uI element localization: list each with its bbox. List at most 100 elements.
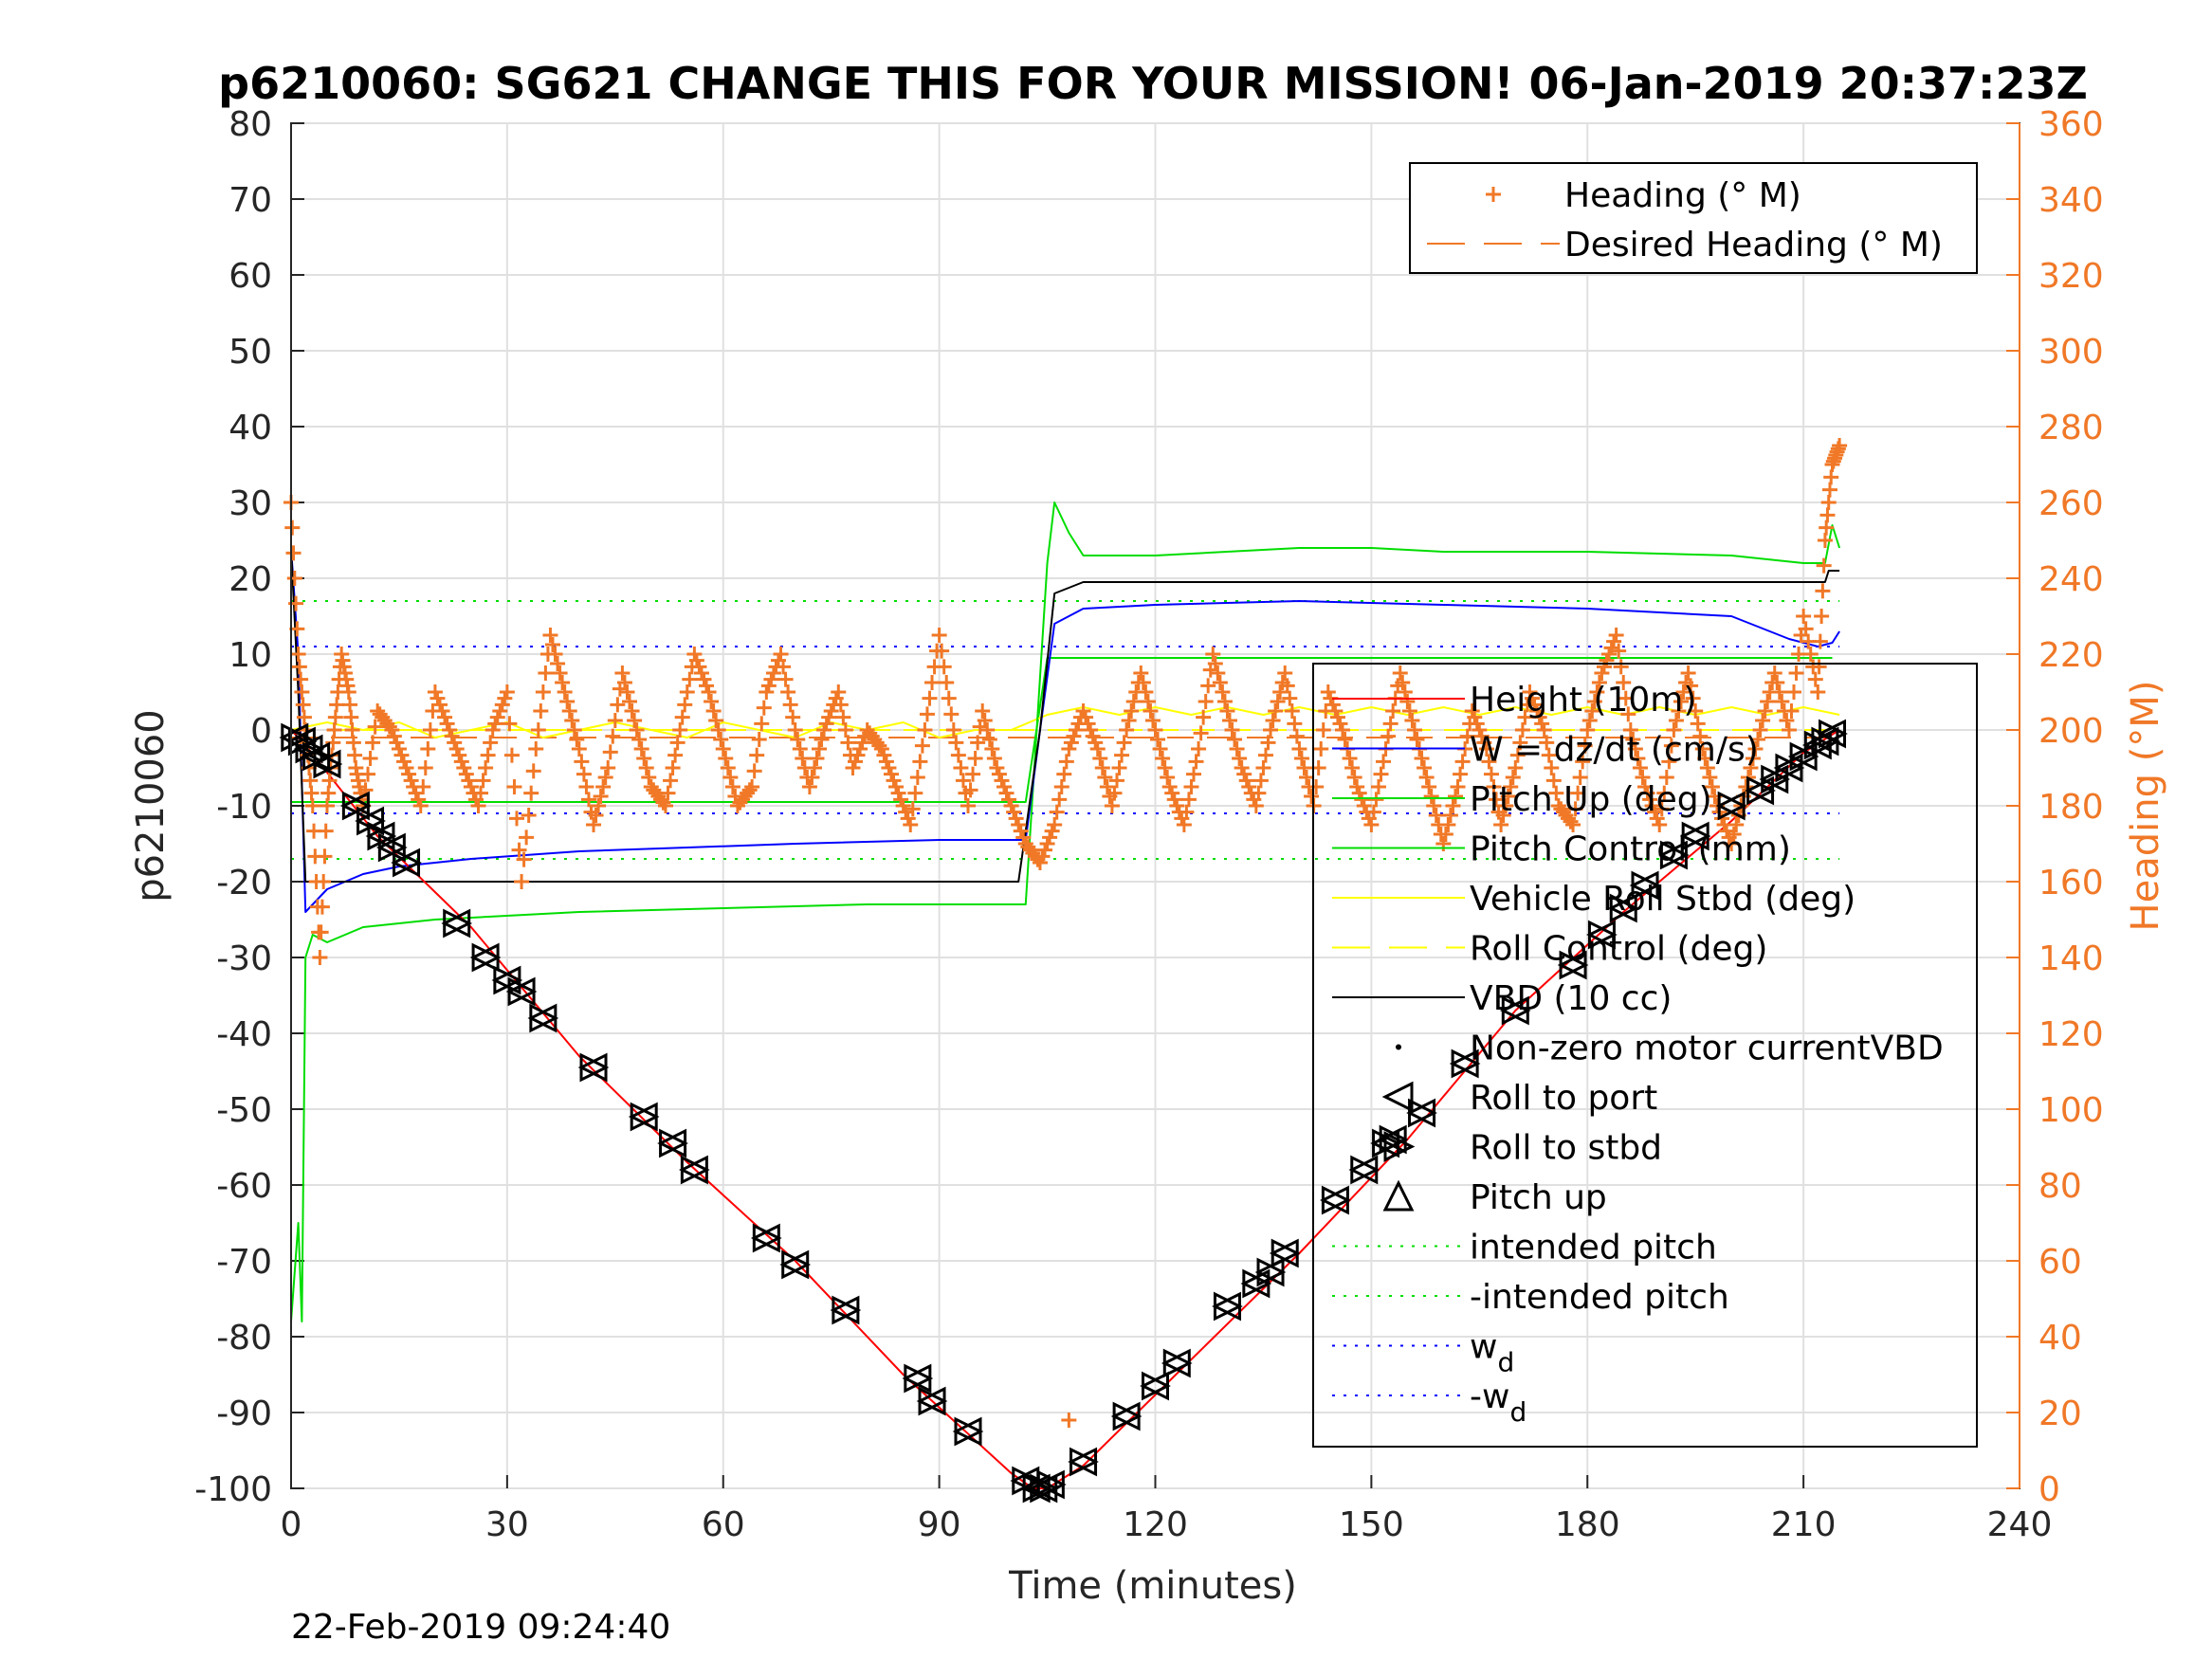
- legend-label: Heading (° M): [1564, 176, 1801, 215]
- heading-point: [1726, 827, 1742, 842]
- x-tick-label: 150: [1339, 1505, 1404, 1544]
- heading-point: [1409, 732, 1425, 747]
- y-tick-label: 60: [229, 257, 272, 296]
- heading-point: [749, 747, 765, 763]
- heading-point: [660, 785, 676, 801]
- heading-point: [1694, 741, 1710, 757]
- heading-point: [1255, 760, 1271, 775]
- y2-tick-label: 260: [2038, 484, 2104, 523]
- heading-point: [1503, 779, 1519, 794]
- roll-marker: [577, 1052, 610, 1083]
- heading-point: [704, 694, 720, 709]
- heading-point: [1447, 789, 1463, 804]
- heading-point: [1613, 659, 1629, 675]
- heading-point: [555, 675, 571, 690]
- heading-point: [1257, 747, 1273, 763]
- heading-point: [1417, 760, 1433, 775]
- heading-legend: Heading (° M) Desired Heading (° M): [1409, 162, 1978, 274]
- roll-marker: [679, 1155, 710, 1185]
- heading-point: [1580, 722, 1596, 738]
- legend-label: -intended pitch: [1470, 1278, 1729, 1317]
- heading-point: [718, 751, 734, 766]
- y2-tick-label: 220: [2038, 636, 2104, 675]
- y-tick-label: 0: [250, 712, 272, 751]
- heading-point: [616, 675, 632, 690]
- heading-point: [657, 798, 673, 813]
- heading-point: [705, 703, 722, 719]
- heading-point: [559, 694, 576, 709]
- heading-point: [1363, 817, 1380, 832]
- heading-point: [665, 760, 681, 775]
- heading-point: [840, 735, 856, 751]
- heading-point: [1572, 770, 1588, 785]
- y2-axis-label: Heading (°M): [2124, 681, 2167, 932]
- heading-point: [934, 643, 950, 659]
- heading-point: [285, 545, 302, 561]
- heading-point: [1704, 779, 1720, 794]
- heading-point: [955, 773, 971, 789]
- heading-point: [313, 924, 329, 940]
- heading-point: [679, 684, 695, 700]
- heading-point: [1056, 766, 1072, 782]
- heading-point: [1111, 760, 1127, 775]
- heading-point: [1287, 716, 1303, 732]
- heading-point: [1180, 792, 1197, 808]
- heading-point: [1144, 713, 1161, 728]
- heading-point: [475, 773, 491, 789]
- heading-point: [1728, 817, 1745, 832]
- heading-point: [422, 722, 438, 738]
- y-tick-label: 40: [229, 409, 272, 447]
- heading-point: [722, 770, 739, 785]
- heading-point: [1143, 703, 1159, 719]
- legend-label: Pitch Up (deg): [1470, 780, 1712, 819]
- heading-point: [1308, 779, 1325, 794]
- heading-point: [627, 713, 643, 728]
- heading-point: [663, 773, 679, 789]
- heading-point: [610, 697, 626, 713]
- heading-point: [677, 697, 693, 713]
- roll-marker: [1377, 1124, 1409, 1155]
- heading-point: [1124, 703, 1140, 719]
- heading-point: [1210, 665, 1226, 681]
- heading-point: [1819, 520, 1835, 536]
- heading-point: [962, 782, 978, 798]
- y-tick-label: -80: [216, 1319, 272, 1358]
- heading-point: [986, 751, 1002, 766]
- heading-point: [519, 830, 535, 846]
- heading-point: [1313, 741, 1329, 757]
- heading-point: [1106, 785, 1123, 801]
- main-legend-item: Non-zero motor currentVBD: [1396, 1030, 1944, 1068]
- heading-point: [790, 732, 806, 747]
- roll-marker: [1161, 1348, 1193, 1378]
- heading-point: [1053, 779, 1069, 794]
- roll-marker: [1557, 950, 1589, 980]
- y-tick-label: -100: [194, 1470, 272, 1509]
- roll-marker: [355, 806, 386, 836]
- main-legend-item: Roll Control (deg): [1332, 930, 1767, 969]
- heading-point: [1745, 751, 1761, 766]
- heading-point: [316, 874, 332, 889]
- roll-marker: [505, 976, 538, 1007]
- heading-point: [907, 785, 923, 801]
- heading-point: [1399, 694, 1416, 709]
- heading-point: [667, 747, 684, 763]
- heading-point: [1368, 792, 1384, 808]
- heading-point: [580, 792, 596, 808]
- main-legend-items: Height (10m) W = dz/dt (cm/s) Pitch Up (de…: [1332, 681, 1944, 1428]
- heading-point: [569, 732, 585, 747]
- heading-point: [1197, 694, 1214, 709]
- heading-point: [917, 722, 933, 738]
- heading-point: [1618, 690, 1634, 706]
- heading-point: [1832, 438, 1848, 453]
- heading-point: [291, 659, 307, 675]
- heading-point: [342, 697, 358, 713]
- heading-point: [1796, 609, 1812, 624]
- heading-point: [948, 735, 964, 751]
- roll-marker: [1658, 840, 1690, 870]
- heading-point: [511, 842, 527, 858]
- heading-point: [1589, 684, 1605, 700]
- y-tick-label: -70: [216, 1243, 272, 1282]
- heading-point: [561, 703, 577, 719]
- heading-point: [804, 770, 820, 785]
- heading-point: [1251, 785, 1267, 801]
